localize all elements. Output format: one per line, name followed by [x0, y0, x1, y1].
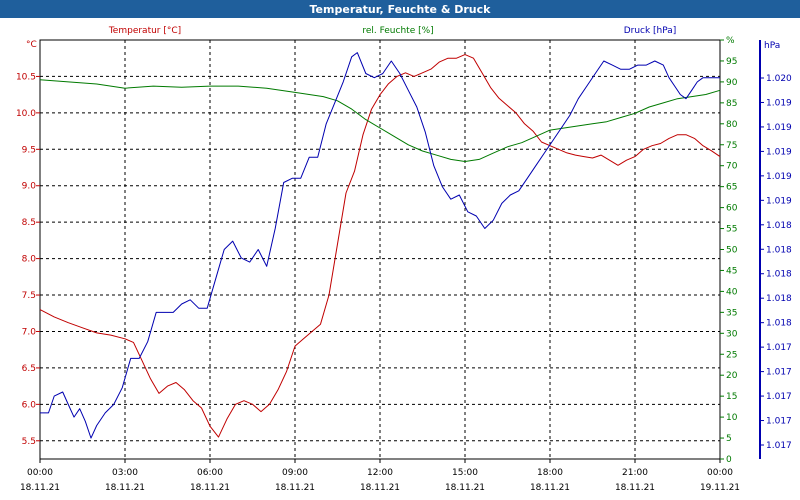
temp-tick-label: 7.5 — [22, 291, 36, 301]
temp-tick-label: 6.0 — [22, 400, 37, 410]
humidity-tick-label: % — [726, 36, 735, 46]
x-tick-date: 18.11.21 — [445, 483, 485, 493]
pressure-tick-label: 1.018 — [766, 319, 792, 329]
temp-tick-label: 8.5 — [22, 218, 36, 228]
series-layer — [39, 52, 721, 439]
pressure-tick-label: 1.019 — [766, 123, 792, 133]
x-tick-date: 18.11.21 — [190, 483, 230, 493]
x-tick-time: 03:00 — [112, 468, 138, 478]
x-tick-time: 09:00 — [282, 468, 308, 478]
humidity-tick-label: 30 — [726, 329, 738, 339]
humidity-tick-label: 25 — [726, 350, 737, 360]
grid-layer — [39, 39, 721, 460]
temp-tick-label: 10.0 — [16, 109, 36, 119]
label-layer: 00:00 18.11.21 03:00 18.11.21 06:00 18.11.21 0… — [16, 26, 792, 493]
temp-unit-label: °C — [26, 40, 37, 50]
humidity-tick-label: 55 — [726, 225, 737, 235]
temp-tick-label: 7.0 — [22, 327, 37, 337]
pressure-tick-label: 1.017 — [766, 441, 792, 451]
temp-tick-label: 9.5 — [22, 145, 36, 155]
humidity-tick-label: 20 — [726, 371, 738, 381]
temp-tick-label: 5.5 — [22, 437, 36, 447]
x-tick-time: 06:00 — [197, 468, 223, 478]
humidity-tick-label: 35 — [726, 308, 737, 318]
x-tick-date: 18.11.21 — [530, 483, 570, 493]
x-tick-date: 18.11.21 — [275, 483, 315, 493]
temp-tick-label: 8.0 — [22, 255, 37, 265]
humidity-tick-label: 90 — [726, 78, 738, 88]
x-tick-time: 00:00 — [707, 468, 733, 478]
pressure-tick-label: 1.019 — [766, 98, 792, 108]
x-tick-date: 18.11.21 — [20, 483, 60, 493]
x-tick-time: 12:00 — [367, 468, 393, 478]
humidity-tick-label: 95 — [726, 57, 737, 67]
x-tick-date: 18.11.21 — [105, 483, 145, 493]
pressure-tick-label: 1.018 — [766, 294, 792, 304]
axis-layer — [36, 39, 764, 463]
pressure-tick-label: 1.017 — [766, 392, 792, 402]
pressure-tick-label: 1.018 — [766, 221, 792, 231]
x-tick-time: 00:00 — [27, 468, 53, 478]
series-line-humidity — [39, 79, 721, 162]
series-line-pressure — [40, 52, 720, 439]
pressure-tick-label: 1.018 — [766, 270, 792, 280]
x-tick-date: 19.11.21 — [700, 483, 740, 493]
humidity-tick-label: 80 — [726, 120, 738, 130]
humidity-tick-label: 50 — [726, 246, 738, 256]
humidity-tick-label: 60 — [726, 204, 738, 214]
humidity-tick-label: 75 — [726, 141, 737, 151]
temp-tick-label: 9.0 — [22, 182, 37, 192]
humidity-tick-label: 40 — [726, 287, 738, 297]
humidity-tick-label: 0 — [726, 455, 732, 465]
temp-tick-label: 10.5 — [16, 72, 36, 82]
x-tick-time: 15:00 — [452, 468, 478, 478]
pressure-tick-label: 1.017 — [766, 417, 792, 427]
pressure-tick-label: 1.019 — [766, 172, 792, 182]
temp-tick-label: 6.5 — [22, 364, 36, 374]
x-tick-time: 18:00 — [537, 468, 563, 478]
humidity-tick-label: 10 — [726, 413, 738, 423]
x-tick-date: 18.11.21 — [360, 483, 400, 493]
pressure-tick-label: 1.020 — [766, 74, 792, 84]
humidity-tick-label: 45 — [726, 266, 737, 276]
pressure-tick-label: 1.018 — [766, 245, 792, 255]
humidity-tick-label: 85 — [726, 99, 737, 109]
legend-humidity: rel. Feuchte [%] — [362, 26, 433, 36]
pressure-unit-label: hPa — [764, 41, 780, 51]
x-tick-time: 21:00 — [622, 468, 648, 478]
pressure-tick-label: 1.019 — [766, 147, 792, 157]
legend-temperature: Temperatur [°C] — [108, 26, 181, 36]
pressure-tick-label: 1.017 — [766, 368, 792, 378]
pressure-tick-label: 1.017 — [766, 343, 792, 353]
pressure-tick-label: 1.019 — [766, 196, 792, 206]
humidity-tick-label: 5 — [726, 434, 732, 444]
humidity-tick-label: 15 — [726, 392, 737, 402]
humidity-tick-label: 70 — [726, 162, 738, 172]
x-tick-date: 18.11.21 — [615, 483, 655, 493]
legend-pressure: Druck [hPa] — [624, 26, 677, 36]
series-line-temperature — [39, 54, 721, 438]
humidity-tick-label: 65 — [726, 183, 737, 193]
chart-title: Temperatur, Feuchte & Druck — [0, 0, 800, 18]
